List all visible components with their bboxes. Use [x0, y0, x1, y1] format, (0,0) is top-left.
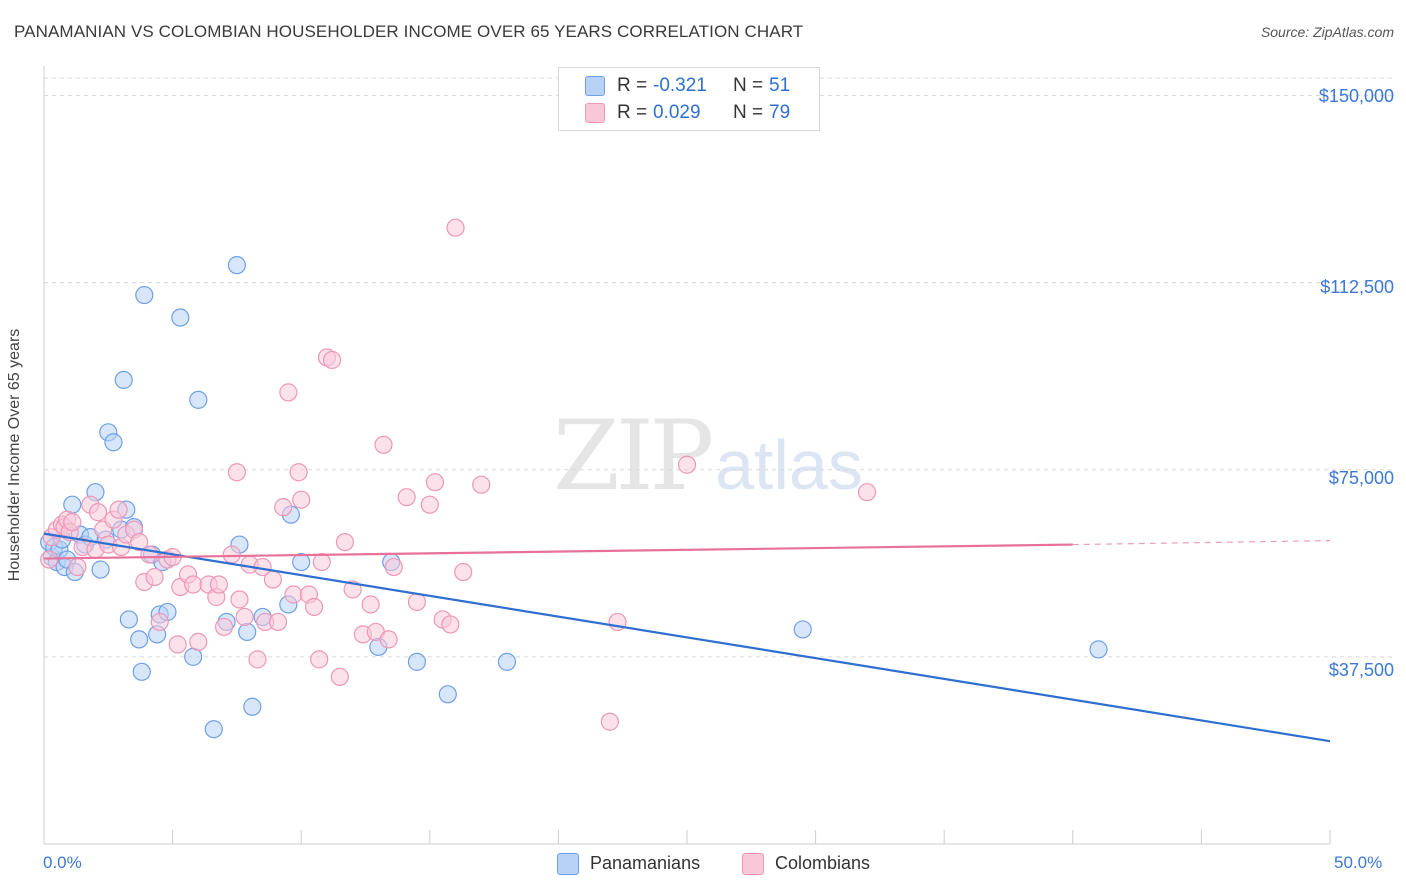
y-tick-label-75000: $75,000: [1328, 468, 1394, 488]
y-tick-label-150000: $150,000: [1318, 86, 1394, 106]
point-panamanian: [438, 685, 457, 704]
point-panamanian: [227, 256, 246, 275]
bottom-legend-label: Panamanians: [590, 853, 701, 873]
point-colombian: [227, 463, 246, 482]
point-colombian: [343, 580, 362, 599]
point-panamanian: [407, 652, 427, 671]
point-panamanian: [497, 652, 517, 671]
point-colombian: [304, 597, 324, 617]
point-colombian: [274, 498, 293, 517]
legend-row-panamanians: R = -0.321 N = 51: [559, 75, 819, 101]
point-panamanian: [1089, 640, 1108, 659]
point-colombian: [189, 632, 208, 651]
point-colombian: [63, 513, 82, 532]
point-colombian: [441, 615, 460, 634]
chart-title: PANAMANIAN VS COLOMBIAN HOUSEHOLDER INCO…: [14, 22, 804, 41]
point-colombian: [109, 500, 128, 519]
point-colombian: [857, 483, 877, 502]
point-colombian: [361, 595, 380, 614]
point-colombian: [68, 557, 87, 577]
legend-n-value: 51: [769, 75, 791, 96]
point-colombian: [279, 383, 298, 402]
point-colombian: [209, 575, 228, 594]
point-colombian: [230, 590, 249, 609]
bottom-legend-label: Colombians: [775, 853, 871, 873]
point-panamanian: [104, 433, 123, 452]
x-tick-label-min: 0.0%: [43, 853, 82, 872]
y-axis-label: Householder Income Over 65 years: [6, 328, 23, 582]
point-panamanian: [793, 620, 812, 639]
point-colombian: [312, 552, 331, 572]
point-panamanian: [119, 610, 138, 629]
y-tick-label-37500: $37,500: [1328, 660, 1394, 680]
point-colombian: [292, 490, 311, 509]
point-colombian: [289, 463, 308, 482]
source-label: Source: ZipAtlas.com: [1260, 24, 1394, 40]
legend-r-label: R =: [617, 75, 648, 96]
x-tick-label-max: 50.0%: [1334, 853, 1383, 872]
point-panamanian: [292, 552, 311, 572]
point-colombian: [397, 488, 416, 507]
bottom-legend-swatch-blue: [557, 853, 579, 875]
point-colombian: [130, 532, 149, 552]
watermark-atlas: atlas: [715, 426, 863, 504]
legend-r-label: R =: [617, 102, 648, 123]
legend-r-value: 0.029: [653, 102, 701, 123]
trend-line-colombians: [43, 543, 1073, 560]
point-colombian: [248, 650, 267, 669]
point-colombian: [384, 557, 403, 577]
point-colombian: [214, 617, 234, 637]
point-colombian: [268, 612, 288, 632]
point-colombian: [88, 503, 108, 522]
point-panamanian: [132, 662, 151, 681]
legend-swatch-pink: [585, 103, 605, 123]
point-panamanian: [238, 622, 257, 642]
point-colombian: [600, 712, 619, 731]
point-colombian: [374, 435, 393, 454]
point-colombian: [222, 545, 241, 564]
point-panamanian: [114, 370, 133, 390]
point-colombian: [322, 350, 342, 370]
point-colombian: [263, 570, 283, 589]
legend-swatch-blue: [585, 76, 605, 96]
trend-line-colombians-extension: [1072, 539, 1331, 546]
point-panamanian: [171, 308, 190, 327]
point-colombian: [168, 635, 187, 654]
point-colombian: [284, 585, 303, 604]
point-colombian: [407, 592, 427, 612]
point-panamanian: [91, 560, 110, 579]
point-colombian: [420, 495, 439, 514]
legend-n-label: N =: [733, 75, 764, 96]
point-colombian: [335, 532, 355, 552]
point-panamanian: [135, 285, 154, 305]
legend-row-colombians: R = 0.029 N = 79: [559, 102, 819, 128]
legend-n-value: 79: [769, 102, 791, 123]
point-colombian: [446, 218, 465, 237]
point-colombian: [145, 567, 164, 587]
legend-r-value: -0.321: [653, 75, 707, 96]
point-colombian: [184, 575, 203, 594]
point-colombian: [454, 562, 473, 582]
point-colombian: [310, 650, 329, 669]
point-colombian: [379, 630, 398, 649]
point-colombian: [472, 475, 491, 494]
bottom-legend-swatch-pink: [742, 853, 764, 875]
correlation-legend: R = -0.321 N = 51 R = 0.029 N = 79: [558, 67, 820, 131]
point-panamanian: [189, 390, 208, 409]
point-colombian: [677, 455, 697, 474]
trend-line-panamanians: [43, 532, 1331, 743]
legend-n-label: N =: [733, 102, 764, 123]
point-panamanian: [130, 630, 149, 649]
point-colombian: [235, 607, 254, 627]
point-colombian: [425, 473, 445, 492]
point-panamanian: [204, 720, 223, 739]
point-panamanian: [243, 697, 262, 716]
y-tick-label-112500: $112,500: [1320, 277, 1394, 297]
point-colombian: [330, 667, 349, 686]
point-colombian: [150, 612, 169, 632]
